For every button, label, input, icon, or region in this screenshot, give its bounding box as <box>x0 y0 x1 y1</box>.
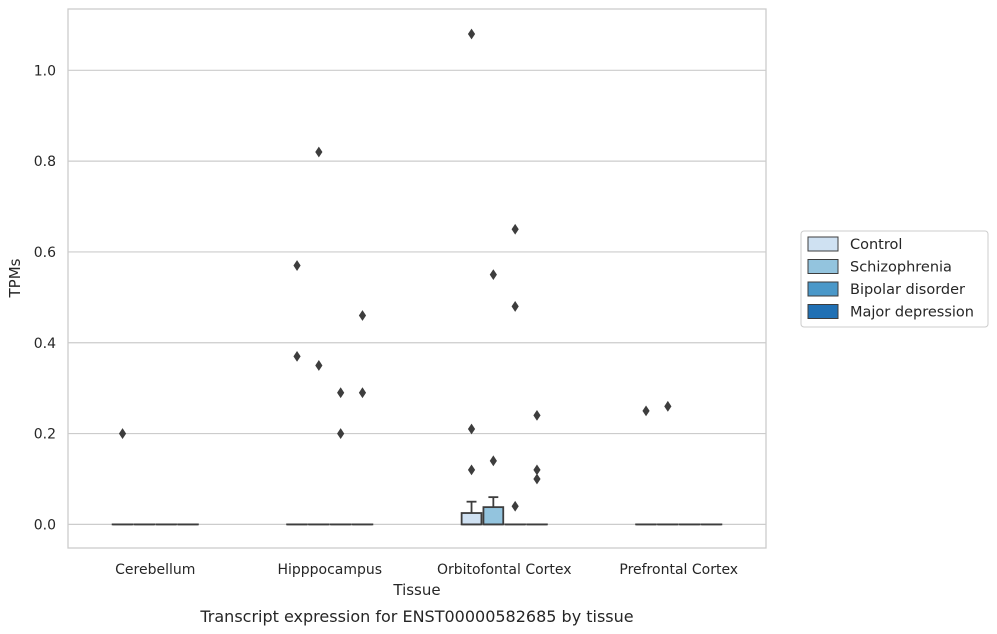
outlier-point <box>337 387 345 399</box>
y-axis-label: TPMs <box>6 258 24 298</box>
boxes <box>111 496 723 526</box>
outlier-point <box>315 360 323 371</box>
outlier-point <box>293 260 301 271</box>
outlier-point <box>511 500 519 512</box>
legend: Control Schizophrenia Bipolar disorder Majo… <box>800 230 989 328</box>
legend-frame <box>800 230 989 328</box>
legend-label: Schizophrenia <box>850 260 952 276</box>
x-tick-labels: Cerebellum Hipppocampus Orbitofontal Corte… <box>115 562 738 578</box>
outlier-point <box>533 473 541 485</box>
outlier-point <box>358 310 367 321</box>
x-tick-label: Hipppocampus <box>277 562 382 578</box>
outlier-point <box>664 400 672 412</box>
plot-area-frame <box>67 8 767 549</box>
legend-label: Bipolar disorder <box>850 282 965 298</box>
box-body <box>460 512 483 526</box>
y-tick-labels: 0.0 0.2 0.4 0.6 0.8 1.0 <box>34 63 56 533</box>
outlier-point <box>533 464 541 476</box>
x-tick-label: Orbitofontal Cortex <box>437 562 572 578</box>
outlier-point <box>533 410 541 421</box>
x-tick-label: Cerebellum <box>115 562 195 578</box>
y-tick-label: 1.0 <box>34 63 56 79</box>
outlier-point <box>467 464 476 476</box>
x-tick-label: Prefrontal Cortex <box>619 562 738 578</box>
chart-caption: Transcript expression for ENST0000058268… <box>199 607 633 626</box>
legend-label: Control <box>850 237 902 253</box>
outliers <box>118 28 672 512</box>
box-1-2 <box>482 496 505 526</box>
y-tick-label: 0.6 <box>34 245 56 261</box>
grid-lines <box>68 69 766 525</box>
y-tick-label: 0.8 <box>34 154 56 170</box>
outlier-point <box>511 301 519 312</box>
legend-swatch <box>807 304 839 319</box>
outlier-point <box>467 423 476 435</box>
outlier-point <box>489 269 497 281</box>
y-tick-label: 0.2 <box>34 427 56 443</box>
outlier-point <box>489 455 497 467</box>
outlier-point <box>293 350 301 362</box>
legend-swatch <box>807 236 839 252</box>
legend-swatch <box>807 281 839 297</box>
outlier-point <box>358 387 367 399</box>
legend-label: Major depression <box>850 305 974 321</box>
outlier-point <box>511 223 519 235</box>
outlier-point <box>337 428 345 439</box>
x-axis-label: Tissue <box>392 581 440 599</box>
outlier-point <box>118 428 127 439</box>
box-body <box>482 506 505 526</box>
outlier-point <box>315 146 323 158</box>
outlier-point <box>467 28 476 40</box>
outlier-point <box>642 405 650 417</box>
box-0-2 <box>460 500 483 526</box>
legend-swatch <box>807 259 839 274</box>
y-tick-label: 0.0 <box>34 517 56 533</box>
y-tick-label: 0.4 <box>34 336 56 352</box>
